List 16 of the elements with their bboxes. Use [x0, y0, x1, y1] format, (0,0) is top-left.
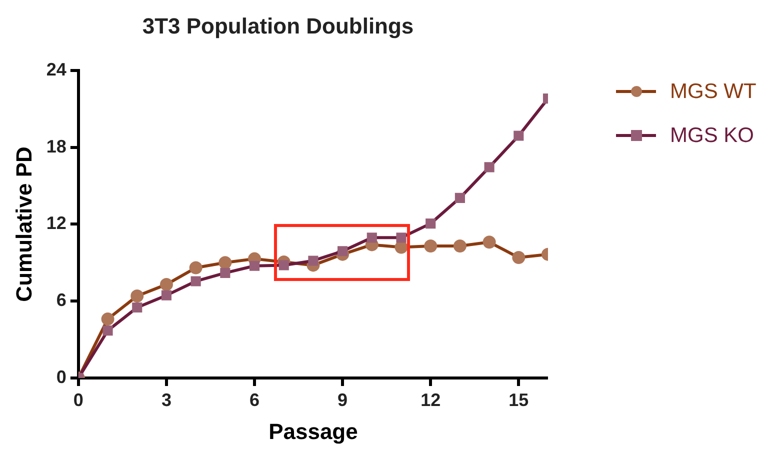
- legend-label: MGS WT: [670, 80, 756, 104]
- legend-label: MGS KO: [670, 124, 754, 148]
- x-tick-label: 12: [420, 390, 441, 410]
- y-tick-label: 6: [56, 290, 66, 310]
- x-tick-label: 6: [250, 390, 260, 410]
- x-tick-label: 3: [161, 390, 172, 410]
- y-tick-label: 24: [46, 59, 66, 80]
- y-axis-title: Cumulative PD: [11, 146, 36, 302]
- x-tick-label: 0: [73, 390, 84, 410]
- x-tick-label: 15: [508, 390, 529, 410]
- x-axis-title: Passage: [268, 418, 358, 444]
- y-tick-label: 12: [46, 213, 66, 234]
- x-tick-label: 9: [338, 390, 348, 410]
- y-tick-label: 18: [46, 136, 66, 156]
- y-tick-label: 0: [56, 366, 66, 387]
- chart-title: 3T3 Population Doublings: [142, 13, 414, 38]
